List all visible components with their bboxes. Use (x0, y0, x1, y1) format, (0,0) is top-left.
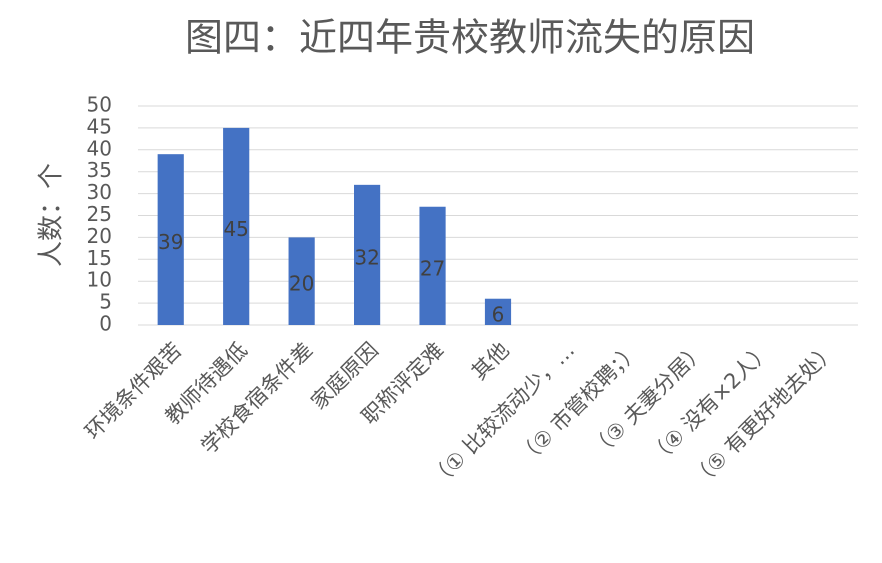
x-tick-label: （② 市管校聘；） (513, 338, 645, 470)
y-tick-label: 50 (87, 93, 112, 117)
data-label: 6 (492, 302, 505, 326)
y-tick-label: 35 (87, 158, 112, 182)
y-tick-label: 45 (87, 114, 112, 138)
y-tick-label: 0 (99, 312, 112, 336)
data-label: 32 (354, 245, 379, 269)
y-tick-label: 5 (99, 290, 112, 314)
data-label: 45 (223, 217, 248, 241)
x-tick-label: （④ 没有×2人） (644, 338, 775, 469)
y-tick-label: 20 (87, 224, 112, 248)
y-axis-label: 人数：个 (37, 163, 67, 267)
y-tick-label: 25 (87, 202, 112, 226)
bar (354, 184, 381, 325)
y-tick-label: 30 (87, 180, 112, 204)
x-tick-label: 学校食宿条件差 (196, 338, 317, 459)
x-tick-label: 其他 (467, 338, 514, 385)
data-label: 39 (158, 230, 183, 254)
x-tick-label: （③ 夫妻分居） (586, 338, 710, 462)
y-tick-label: 10 (87, 268, 112, 292)
data-label: 20 (289, 272, 314, 296)
bar (484, 298, 512, 325)
bar (157, 154, 184, 325)
x-tick-label: 环境条件艰苦 (80, 338, 186, 444)
bar (419, 206, 446, 325)
chart-title: 图四：近四年贵校教师流失的原因 (185, 16, 755, 60)
y-tick-label: 15 (87, 246, 112, 270)
y-tick-label: 40 (87, 136, 112, 160)
bar (223, 127, 250, 326)
bar (288, 237, 315, 325)
data-label: 27 (420, 256, 445, 280)
